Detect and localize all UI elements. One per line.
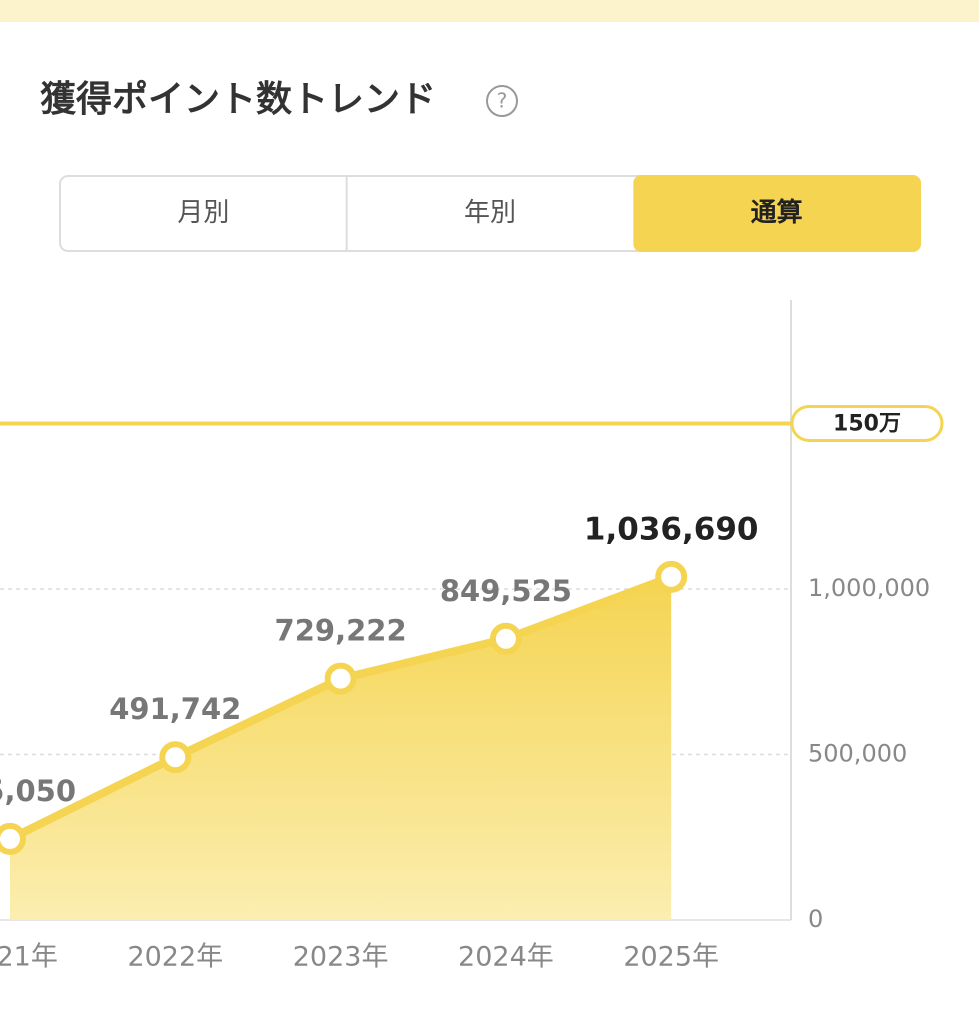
- help-icon[interactable]: [486, 85, 518, 117]
- value-label: 1,036,690: [584, 511, 759, 547]
- point: [324, 662, 357, 695]
- section-title: 獲得ポイント数トレンド: [40, 78, 436, 120]
- tab-label[interactable]: 通算: [751, 197, 803, 228]
- reference-label: 150万: [833, 411, 901, 436]
- x-tick-label: 2022年: [127, 942, 223, 973]
- y-tick-label: 0: [808, 905, 823, 933]
- tab-label[interactable]: 月別: [177, 198, 229, 228]
- tab-selected[interactable]: [633, 175, 921, 252]
- point: [489, 622, 522, 655]
- value-label: 245,050: [0, 774, 76, 808]
- chart: 0 500,000 1,000,000 150万 245,050 2021年 491,742…: [0, 300, 944, 973]
- value-label: 491,742: [109, 692, 241, 726]
- tab-label[interactable]: 年別: [464, 198, 516, 228]
- x-tick-label: 2023年: [293, 942, 389, 973]
- y-tick-label: 1,000,000: [808, 574, 930, 602]
- reference-pill: [790, 404, 944, 442]
- x-tick-label: 2025年: [623, 942, 719, 973]
- area: [10, 576, 672, 920]
- value-label: 849,525: [440, 574, 572, 608]
- top-band: [0, 0, 979, 22]
- point: [0, 822, 26, 855]
- value-label: 729,222: [275, 614, 407, 648]
- point: [159, 741, 192, 774]
- point: [655, 560, 688, 593]
- tab-bar: 月別 年別 通算: [59, 175, 921, 252]
- x-tick-label: 2024年: [458, 942, 554, 973]
- y-tick-label: 500,000: [808, 739, 907, 767]
- help-icon-text[interactable]: ?: [497, 89, 508, 113]
- x-tick-label: 2021年: [0, 942, 58, 973]
